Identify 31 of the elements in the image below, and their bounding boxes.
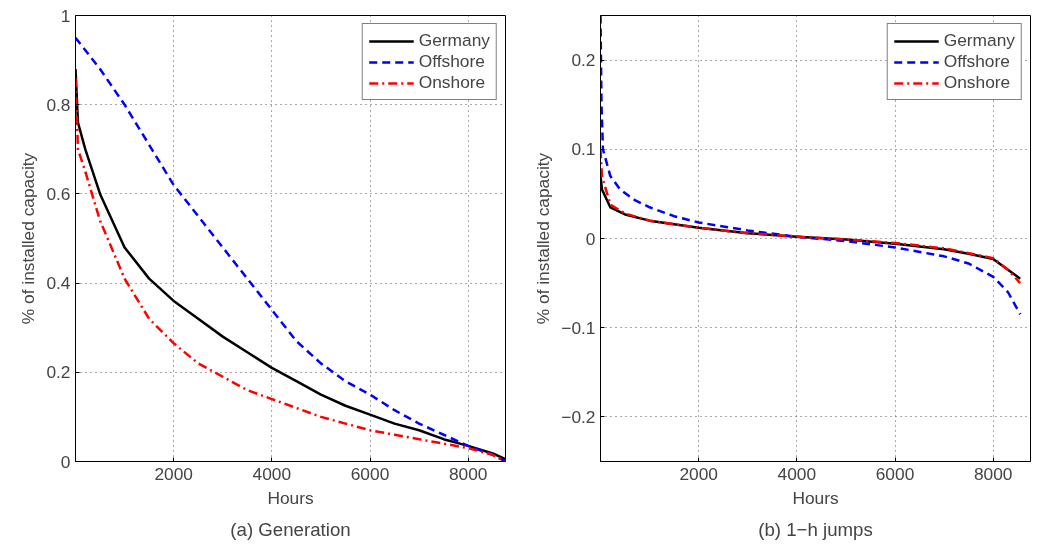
y-tick-label: 0.2: [46, 362, 71, 383]
legend-label: Germany: [943, 30, 1015, 51]
y-tick-label: 1: [60, 5, 71, 26]
text: (b) 1−h jumps: [758, 518, 873, 540]
y-tick-label: 0.8: [46, 94, 71, 115]
y-tick-label: 0.4: [46, 273, 71, 294]
x-tick-label: 2000: [154, 463, 193, 484]
y-tick-label: 0: [585, 228, 596, 249]
y-tick-label: 0.6: [46, 183, 71, 204]
y-tick-label: 0.1: [571, 139, 596, 160]
x-tick-label: 6000: [350, 463, 390, 484]
legend-label: Germany: [418, 30, 490, 51]
x-axis-title: Hours: [267, 487, 314, 508]
legend-label: Onshore: [418, 72, 486, 93]
x-axis-title: Hours: [792, 487, 839, 508]
legend-label: Offshore: [943, 51, 1010, 72]
legend-label: Offshore: [418, 51, 485, 72]
y-axis-title: % of installed capacity: [18, 152, 39, 325]
y-axis-title: % of installed capacity: [533, 152, 554, 325]
legend-label: Onshore: [943, 72, 1011, 93]
x-tick-label: 8000: [973, 463, 1013, 484]
x-tick-label: 2000: [679, 463, 718, 484]
y-tick-label: 0.2: [571, 50, 596, 71]
text: (a) Generation: [230, 518, 351, 540]
x-tick-label: 8000: [448, 463, 488, 484]
y-tick-label: −0.2: [561, 406, 596, 427]
x-tick-label: 4000: [777, 463, 817, 484]
x-tick-label: 6000: [875, 463, 915, 484]
y-tick-label: −0.1: [561, 317, 596, 338]
x-tick-label: 4000: [252, 463, 292, 484]
y-tick-label: 0: [60, 451, 71, 472]
